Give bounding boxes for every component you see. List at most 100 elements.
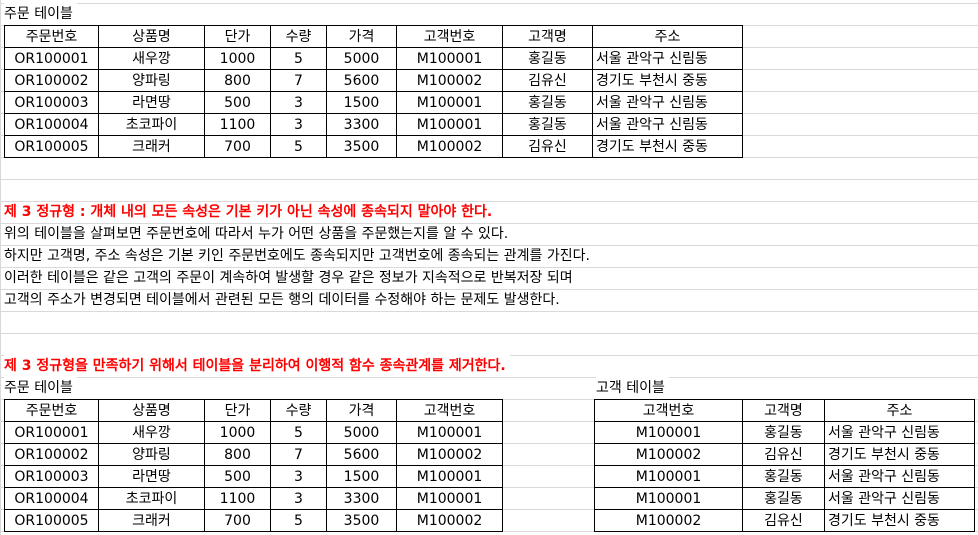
table-cell: 3: [270, 91, 327, 114]
column-header: 고객명: [502, 25, 593, 48]
table-cell: 홍길동: [502, 113, 593, 136]
header-row: 고객번호 고객명 주소: [594, 399, 975, 422]
table-cell: 7: [270, 69, 327, 92]
table-cell: OR100003: [4, 465, 99, 488]
customer-table: 고객번호 고객명 주소 M100001 홍길동 서울 관악구 신림동 M100002 김유신 경…: [594, 399, 975, 532]
column-header: 주소: [592, 25, 743, 48]
table-cell: 홍길동: [742, 421, 825, 444]
note-line: 이러한 테이블은 같은 고객의 주문이 계속하여 발생할 경우 같은 정보가 지…: [4, 267, 974, 289]
table-cell: 3: [270, 487, 327, 510]
table-cell: OR100004: [4, 487, 99, 510]
table-cell: 500: [204, 465, 271, 488]
order-table-normalized: 주문번호 상품명 단가 수량 가격 고객번호 OR100001 새우깡 1000 5 5000 M10…: [4, 399, 503, 532]
table-row: OR100002 양파링 800 7 5600 M100002: [4, 443, 503, 466]
table-cell: OR100005: [4, 135, 99, 158]
column-header: 가격: [326, 399, 397, 422]
table-cell: 새우깡: [98, 421, 205, 444]
third-normal-form-heading: 제 3 정규형 : 개체 내의 모든 속성은 기본 키가 아닌 속성에 종속되지…: [4, 201, 974, 223]
table-cell: 홍길동: [742, 487, 825, 510]
table-cell: 5600: [326, 443, 397, 466]
table-cell: 서울 관악구 신림동: [824, 465, 975, 488]
column-header: 단가: [204, 25, 271, 48]
table-row: OR100003 라면땅 500 3 1500 M100001: [4, 465, 503, 488]
table-cell: M100001: [594, 465, 743, 488]
column-header: 가격: [326, 25, 397, 48]
table-cell: 홍길동: [502, 47, 593, 70]
table-row: M100002 김유신 경기도 부천시 중동: [594, 443, 975, 466]
table-cell: M100001: [594, 421, 743, 444]
table-cell: OR100003: [4, 91, 99, 114]
table-cell: M100002: [396, 443, 503, 466]
column-header: 상품명: [98, 25, 205, 48]
table-cell: 5: [270, 509, 327, 532]
table-cell: 크래커: [98, 135, 205, 158]
table-cell: 3500: [326, 135, 397, 158]
table-cell: 초코파이: [98, 487, 205, 510]
table-cell: 5: [270, 47, 327, 70]
table-cell: 김유신: [502, 135, 593, 158]
table-cell: OR100002: [4, 69, 99, 92]
table-cell: 5600: [326, 69, 397, 92]
table-cell: 새우깡: [98, 47, 205, 70]
table-cell: 1500: [326, 465, 397, 488]
note-line: 위의 테이블을 살펴보면 주문번호에 따라서 누가 어떤 상품을 주문했는지를 …: [4, 223, 974, 245]
table-cell: OR100004: [4, 113, 99, 136]
table-cell: 3300: [326, 113, 397, 136]
table-row: M100001 홍길동 서울 관악구 신림동: [594, 465, 975, 488]
table-cell: 1000: [204, 421, 271, 444]
table-cell: 경기도 부천시 중동: [592, 135, 743, 158]
table-row: OR100001 새우깡 1000 5 5000 M100001 홍길동 서울 관악구 신림동: [4, 47, 743, 70]
table-cell: 서울 관악구 신림동: [824, 421, 975, 444]
table-row: M100002 김유신 경기도 부천시 중동: [594, 509, 975, 532]
note-line: 고객의 주소가 변경되면 테이블에서 관련된 모든 행의 데이터를 수정해야 하…: [4, 289, 974, 311]
table-cell: 김유신: [742, 443, 825, 466]
table-cell: 1500: [326, 91, 397, 114]
table-cell: M100001: [396, 113, 503, 136]
column-header: 수량: [270, 25, 327, 48]
table-cell: 홍길동: [502, 91, 593, 114]
table-cell: 1000: [204, 47, 271, 70]
table-cell: 서울 관악구 신림동: [592, 47, 743, 70]
table-cell: 라면땅: [98, 91, 205, 114]
table-cell: 양파링: [98, 69, 205, 92]
column-header: 고객번호: [594, 399, 743, 422]
table-cell: 라면땅: [98, 465, 205, 488]
table-cell: M100001: [594, 487, 743, 510]
table-cell: M100001: [396, 91, 503, 114]
column-header: 주문번호: [4, 399, 99, 422]
table-row: OR100003 라면땅 500 3 1500 M100001 홍길동 서울 관악구 신림동: [4, 91, 743, 114]
table-cell: M100002: [594, 443, 743, 466]
column-header: 고객명: [742, 399, 825, 422]
table-cell: 5: [270, 135, 327, 158]
table-cell: 7: [270, 443, 327, 466]
solution-heading: 제 3 정규형을 만족하기 위해서 테이블을 분리하여 이행적 함수 종속관계를…: [4, 355, 510, 377]
table-cell: 5000: [326, 47, 397, 70]
table-cell: OR100005: [4, 509, 99, 532]
table-cell: 김유신: [502, 69, 593, 92]
table-cell: OR100001: [4, 47, 99, 70]
table-cell: M100001: [396, 465, 503, 488]
table-row: OR100002 양파링 800 7 5600 M100002 김유신 경기도 부천시 중동: [4, 69, 743, 92]
column-header: 고객번호: [396, 399, 503, 422]
table-cell: OR100002: [4, 443, 99, 466]
table-cell: 3: [270, 113, 327, 136]
table-cell: OR100001: [4, 421, 99, 444]
order-table-title: 주문 테이블: [4, 377, 77, 399]
table-row: OR100005 크래커 700 5 3500 M100002: [4, 509, 503, 532]
table-cell: 서울 관악구 신림동: [592, 91, 743, 114]
customer-table-title: 고객 테이블: [596, 377, 669, 399]
table-row: OR100001 새우깡 1000 5 5000 M100001: [4, 421, 503, 444]
table-row: OR100005 크래커 700 5 3500 M100002 김유신 경기도 부천시 중동: [4, 135, 743, 158]
table-cell: 5000: [326, 421, 397, 444]
table-cell: 700: [204, 509, 271, 532]
table-row: OR100004 초코파이 1100 3 3300 M100001 홍길동 서울 관악구 신림…: [4, 113, 743, 136]
table-cell: 800: [204, 443, 271, 466]
table-cell: 경기도 부천시 중동: [592, 69, 743, 92]
table-cell: 3500: [326, 509, 397, 532]
table-cell: M100001: [396, 487, 503, 510]
table-cell: 김유신: [742, 509, 825, 532]
table-cell: 1100: [204, 487, 271, 510]
table-cell: 양파링: [98, 443, 205, 466]
table-cell: M100002: [396, 135, 503, 158]
table-cell: 경기도 부천시 중동: [824, 443, 975, 466]
